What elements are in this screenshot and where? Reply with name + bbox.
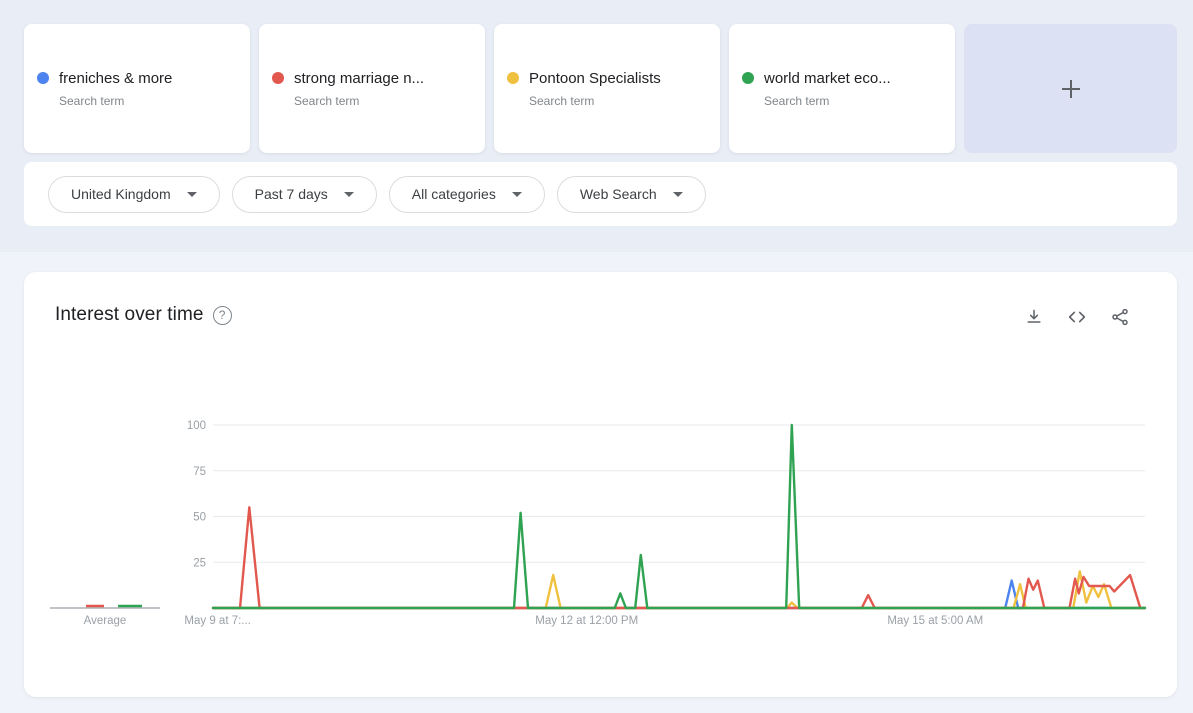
download-icon[interactable] <box>1023 306 1045 328</box>
y-axis-tick-label: 50 <box>193 512 206 524</box>
interest-over-time-panel: Interest over time ? 25 50 75 100 Average May… <box>24 272 1177 697</box>
trend-line <box>211 506 1147 610</box>
term-card-1[interactable]: freniches & more Search term <box>24 24 250 153</box>
x-axis-tick-label: May 12 at 12:00 PM <box>535 615 638 627</box>
term-color-dot <box>742 72 754 84</box>
search-type-filter-label: Web Search <box>579 186 657 202</box>
chevron-down-icon <box>186 191 197 197</box>
term-card-3[interactable]: Pontoon Specialists Search term <box>494 24 720 153</box>
term-type-label: Search term <box>764 93 830 108</box>
category-filter-label: All categories <box>411 186 496 202</box>
plus-icon <box>1061 79 1080 98</box>
interest-over-time-chart: 25 50 75 100 Average May 9 at 7:... May 12 at … <box>50 420 1147 627</box>
x-axis-tick-label: May 15 at 5:00 AM <box>887 615 983 627</box>
term-color-dot <box>272 72 284 84</box>
term-type-label: Search term <box>529 93 595 108</box>
filter-bar: United Kingdom Past 7 days All categorie… <box>24 162 1177 226</box>
y-axis-tick-label: 75 <box>193 466 206 478</box>
y-axis-tick-label: 100 <box>187 420 206 432</box>
embed-code-icon[interactable] <box>1066 306 1088 328</box>
term-label: Pontoon Specialists <box>529 69 661 87</box>
term-label: world market eco... <box>764 69 891 87</box>
term-type-label: Search term <box>294 93 360 108</box>
trend-line <box>211 570 1147 610</box>
category-filter-dropdown[interactable]: All categories <box>388 175 545 213</box>
panel-title: Interest over time <box>55 304 204 325</box>
term-label: freniches & more <box>59 69 173 87</box>
term-card-2[interactable]: strong marriage n... Search term <box>259 24 485 153</box>
add-comparison-card[interactable] <box>964 24 1177 153</box>
y-axis-tick-label: 25 <box>193 557 206 569</box>
help-icon[interactable]: ? <box>212 305 232 325</box>
term-label: strong marriage n... <box>294 69 425 87</box>
region-filter-dropdown[interactable]: United Kingdom <box>48 175 220 213</box>
share-icon[interactable] <box>1109 306 1131 328</box>
term-color-dot <box>507 72 519 84</box>
chevron-down-icon <box>511 191 522 197</box>
trend-line <box>211 423 1147 610</box>
trend-line <box>211 579 1147 610</box>
search-type-filter-dropdown[interactable]: Web Search <box>556 175 706 213</box>
term-color-dot <box>37 72 49 84</box>
region-filter-label: United Kingdom <box>71 186 171 202</box>
search-terms-row: freniches & more Search term strong marr… <box>24 24 1177 153</box>
average-label: Average <box>84 615 127 627</box>
time-range-filter-dropdown[interactable]: Past 7 days <box>231 175 377 213</box>
chevron-down-icon <box>343 191 354 197</box>
x-axis-tick-label: May 9 at 7:... <box>184 615 250 627</box>
chevron-down-icon <box>672 191 683 197</box>
time-range-filter-label: Past 7 days <box>254 186 328 202</box>
term-card-4[interactable]: world market eco... Search term <box>729 24 955 153</box>
term-type-label: Search term <box>59 93 125 108</box>
